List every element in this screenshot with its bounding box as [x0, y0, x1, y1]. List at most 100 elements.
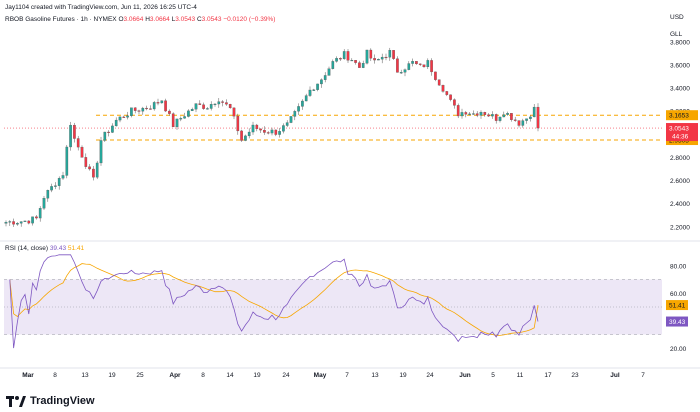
rsi-ma-line: [9, 263, 539, 336]
candle-up: [46, 189, 50, 199]
candle-up: [111, 125, 114, 133]
candle-up: [114, 119, 118, 127]
candle-down: [122, 116, 126, 118]
candle-down: [392, 50, 395, 59]
candle-up: [316, 83, 319, 90]
candle-up: [320, 79, 323, 85]
candle-down: [354, 60, 357, 63]
candle-up: [69, 124, 72, 148]
candle-down: [510, 113, 513, 120]
price-tick-label: 2.8000: [670, 155, 690, 162]
candle-up: [297, 106, 300, 112]
low-value: 3.0543: [175, 16, 196, 23]
candle-down: [339, 58, 342, 60]
rsi-tag: [666, 316, 688, 327]
candle-down: [464, 112, 468, 115]
created-by-text: Jay1104 created with TradingView.com, Ju…: [5, 4, 197, 11]
candle-up: [54, 185, 57, 187]
rsi-line: [9, 254, 539, 349]
candle-up: [141, 107, 145, 112]
candle-down: [84, 157, 88, 167]
time-axis[interactable]: Mar 8 13 19 25 Apr 8 14 19 24 May 7 13 19 24 Jun 5 11 17 23…: [22, 372, 645, 379]
candle-up: [335, 58, 338, 62]
candle-up: [502, 114, 506, 118]
time-tick-label: 24: [282, 372, 290, 379]
candle-down: [12, 221, 15, 225]
candle-up: [217, 101, 221, 105]
rsi-title: RSI (14, close): [5, 245, 48, 252]
candle-up: [312, 89, 316, 91]
candle-down: [430, 60, 433, 73]
close-label: C: [196, 16, 202, 23]
candle-up: [365, 49, 369, 64]
candle-down: [73, 124, 76, 139]
candle-up: [278, 131, 281, 135]
time-tick-label: 24: [426, 372, 434, 379]
candle-up: [251, 124, 255, 133]
candlestick-series: [4, 47, 540, 227]
candle-down: [373, 58, 376, 61]
candle-up: [403, 69, 407, 73]
candle-up: [521, 120, 525, 126]
time-tick-label: 7: [345, 372, 349, 379]
time-tick-label: 7: [641, 372, 645, 379]
rsi-band: [4, 279, 662, 335]
time-tick-label: Apr: [169, 372, 181, 379]
candle-down: [80, 146, 84, 158]
symbol-legend: RBOB Gasoline Futures · 1h · NYMEX O3.06…: [5, 16, 275, 23]
time-tick-label: May: [314, 372, 327, 379]
candle-up: [270, 129, 274, 134]
candle-up: [244, 135, 247, 141]
tradingview-logo-icon: [6, 395, 26, 407]
candle-down: [263, 129, 266, 133]
candle-up: [301, 100, 304, 107]
candle-up: [126, 115, 129, 118]
unit-label: GLL: [670, 31, 683, 38]
candle-down: [513, 119, 517, 121]
candle-down: [232, 107, 236, 117]
candle-up: [206, 108, 209, 110]
candle-up: [468, 113, 471, 115]
candle-down: [225, 102, 228, 105]
low-label: L: [171, 16, 176, 23]
candle-down: [456, 105, 460, 117]
candle-up: [190, 109, 194, 112]
close-value: 3.0543: [201, 16, 222, 23]
brand-name: TradingView: [30, 395, 95, 407]
candle-up: [529, 116, 532, 119]
candle-up: [42, 198, 46, 209]
candle-up: [327, 68, 331, 76]
time-tick-label: 17: [544, 372, 552, 379]
candle-up: [194, 103, 198, 110]
candle-down: [145, 107, 148, 110]
tradingview-logo[interactable]: TradingView: [6, 395, 95, 407]
rsi-tag-label: 39.43: [669, 319, 686, 326]
price-axis[interactable]: 2.20002.40002.60002.80003.00003.20003.40…: [666, 14, 698, 231]
candle-up: [491, 114, 494, 117]
candle-up: [38, 208, 42, 219]
candle-down: [198, 103, 202, 105]
candle-up: [388, 50, 392, 58]
candle-up: [4, 222, 8, 224]
candle-down: [92, 168, 95, 178]
candle-up: [95, 162, 99, 178]
level-price-label: 3.1653: [669, 113, 689, 120]
candle-up: [380, 56, 384, 60]
candle-down: [240, 130, 243, 141]
rsi-legend: RSI (14, close) 39.43 51.41: [5, 245, 84, 252]
candle-down: [494, 114, 498, 121]
candle-up: [65, 146, 69, 176]
candle-up: [308, 89, 312, 96]
candle-up: [213, 103, 217, 105]
candle-down: [35, 216, 38, 219]
candle-up: [293, 111, 297, 117]
price-tick-label: 3.6000: [670, 62, 690, 69]
candle-up: [377, 59, 380, 61]
high-value: 3.0664: [149, 16, 170, 23]
time-tick-label: 5: [491, 372, 495, 379]
candle-down: [202, 104, 205, 109]
candle-up: [130, 107, 133, 116]
candle-down: [168, 110, 171, 114]
